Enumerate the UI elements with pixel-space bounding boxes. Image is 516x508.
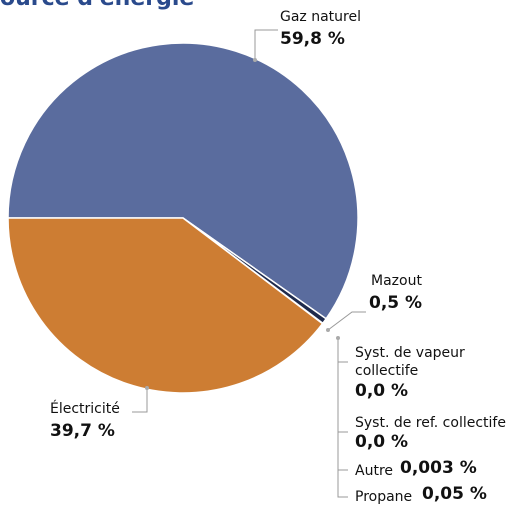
leader-line xyxy=(254,29,278,60)
slice-value: 0,0 % xyxy=(355,381,409,401)
slice-value: 39,7 % xyxy=(50,421,115,441)
slice-name: Syst. de ref. collectife xyxy=(355,415,506,431)
slice-value: 59,8 % xyxy=(280,29,345,49)
slice-name: Électricité xyxy=(50,401,120,417)
pie-slice xyxy=(7,217,324,394)
leader-line xyxy=(327,311,366,331)
slice-name: Mazout xyxy=(371,273,422,289)
leader-line xyxy=(337,338,348,498)
slice-name: Gaz naturel xyxy=(280,9,361,25)
slice-value: 0,0 % xyxy=(355,432,409,452)
leader-line xyxy=(132,388,148,413)
leader-dot xyxy=(145,386,149,390)
pie-slice xyxy=(7,42,359,320)
chart-title: ource d'énergie xyxy=(0,0,194,11)
leader-dot xyxy=(253,58,257,62)
slice-name: Propane xyxy=(355,489,413,505)
slice-name: Autre xyxy=(355,463,394,479)
leader-dot xyxy=(326,328,330,332)
slice-value: 0,003 % xyxy=(400,458,477,478)
leader-dot xyxy=(336,336,340,340)
slice-value: 0,5 % xyxy=(369,293,423,313)
slice-value: 0,05 % xyxy=(422,484,487,504)
slice-name: Syst. de vapeur collectife xyxy=(355,345,465,379)
